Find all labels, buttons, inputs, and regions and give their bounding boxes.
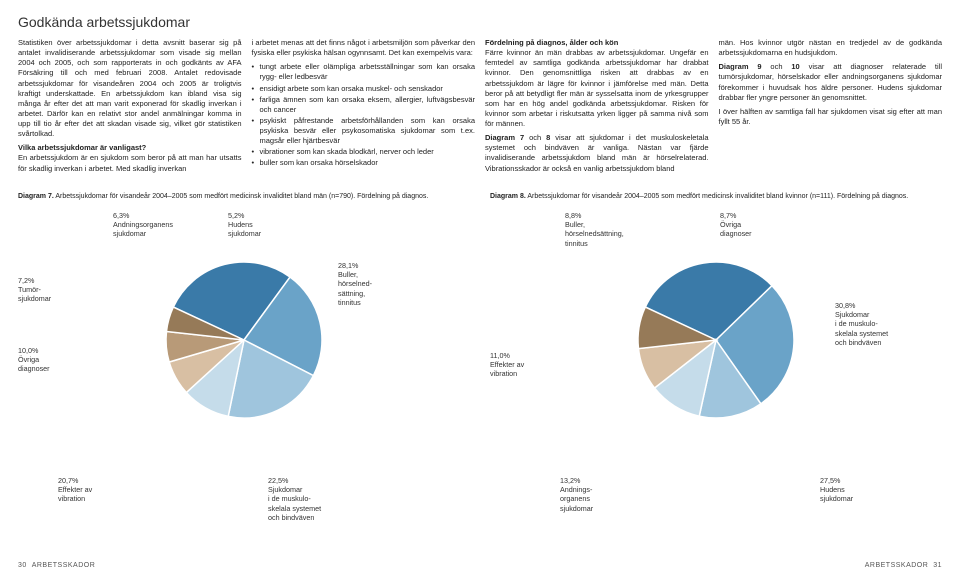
pie-label-text: Sjukdomar i de muskulo- skelala systemet… <box>835 310 915 347</box>
footer: 30 ARBETSSKADOR ARBETSSKADOR 31 <box>18 562 942 569</box>
pie-label-pct: 13,2% <box>560 476 640 485</box>
pie-8-area: 30,8%Sjukdomar i de muskulo- skelala sys… <box>490 211 942 521</box>
pie-label-pct: 28,1% <box>338 261 418 270</box>
pie-label-pct: 8,8% <box>565 211 645 220</box>
pie-label-text: Buller, hörselned- sättning, tinnitus <box>338 270 418 307</box>
diagram-7-caption-strong: Diagram 7. <box>18 193 54 200</box>
pie-label-pct: 10,0% <box>18 346 98 355</box>
pie-label-text: Hudens sjukdomar <box>820 485 900 504</box>
pie-label: 5,2%Hudens sjukdomar <box>228 211 308 239</box>
diagrams-row: Diagram 7. Arbetssjukdomar för visandeår… <box>18 192 942 521</box>
diagram-8-caption-strong: Diagram 8. <box>490 193 526 200</box>
pie-label-text: Tumör- sjukdomar <box>18 285 98 304</box>
pie-label: 28,1%Buller, hörselned- sättning, tinnit… <box>338 261 418 308</box>
footer-left: 30 ARBETSSKADOR <box>18 562 95 569</box>
pie-7-area: 28,1%Buller, hörselned- sättning, tinnit… <box>18 211 470 521</box>
body-col-4: män. Hos kvinnor utgör nästan en tredjed… <box>719 38 943 178</box>
footer-right: ARBETSSKADOR 31 <box>865 562 942 569</box>
body-col-3: Fördelning på diagnos, ålder och könFärr… <box>485 38 709 178</box>
diagram-8-caption: Diagram 8. Arbetssjukdomar för visandeår… <box>490 192 942 201</box>
diagram-7-caption-rest: Arbetssjukdomar för visandeår 2004–2005 … <box>54 193 429 200</box>
pie-label: 20,7%Effekter av vibration <box>58 476 138 504</box>
pie-chart <box>154 250 334 430</box>
pie-label-pct: 20,7% <box>58 476 138 485</box>
pie-chart <box>626 250 806 430</box>
pie-label: 30,8%Sjukdomar i de muskulo- skelala sys… <box>835 301 915 348</box>
pie-label: 27,5%Hudens sjukdomar <box>820 476 900 504</box>
pie-label-pct: 8,7% <box>720 211 800 220</box>
pie-label-pct: 6,3% <box>113 211 193 220</box>
pie-label-text: Övriga diagnoser <box>720 220 800 239</box>
body-columns: Statistiken över arbetssjukdomar i detta… <box>18 38 942 178</box>
pie-label-text: Sjukdomar i de muskulo- skelala systemet… <box>268 485 348 522</box>
pie-label-pct: 5,2% <box>228 211 308 220</box>
diagram-8: Diagram 8. Arbetssjukdomar för visandeår… <box>490 192 942 521</box>
pie-label: 10,0%Övriga diagnoser <box>18 346 98 374</box>
pie-label-text: Andnings- organens sjukdomar <box>560 485 640 513</box>
page-title: Godkända arbetssjukdomar <box>18 14 942 30</box>
pie-label: 11,0%Effekter av vibration <box>490 351 570 379</box>
pie-label-text: Övriga diagnoser <box>18 355 98 374</box>
pie-label-pct: 7,2% <box>18 276 98 285</box>
body-col-1: Statistiken över arbetssjukdomar i detta… <box>18 38 242 178</box>
pie-label: 6,3%Andningsorganens sjukdomar <box>113 211 193 239</box>
pie-label-text: Buller, hörselnedsättning, tinnitus <box>565 220 645 248</box>
pie-label: 7,2%Tumör- sjukdomar <box>18 276 98 304</box>
pie-label-text: Hudens sjukdomar <box>228 220 308 239</box>
pie-label-pct: 30,8% <box>835 301 915 310</box>
pie-label-text: Effekter av vibration <box>490 360 570 379</box>
pie-label-text: Effekter av vibration <box>58 485 138 504</box>
pie-label-pct: 27,5% <box>820 476 900 485</box>
pie-label-pct: 11,0% <box>490 351 570 360</box>
pie-label-text: Andningsorganens sjukdomar <box>113 220 193 239</box>
pie-label-pct: 22,5% <box>268 476 348 485</box>
pie-label: 8,8%Buller, hörselnedsättning, tinnitus <box>565 211 645 248</box>
pie-label: 8,7%Övriga diagnoser <box>720 211 800 239</box>
pie-label: 13,2%Andnings- organens sjukdomar <box>560 476 640 513</box>
pie-label: 22,5%Sjukdomar i de muskulo- skelala sys… <box>268 476 348 523</box>
body-col-2: i arbetet menas att det finns något i ar… <box>252 38 476 178</box>
diagram-8-caption-rest: Arbetssjukdomar för visandeår 2004–2005 … <box>526 193 908 200</box>
diagram-7-caption: Diagram 7. Arbetssjukdomar för visandeår… <box>18 192 470 201</box>
diagram-7: Diagram 7. Arbetssjukdomar för visandeår… <box>18 192 470 521</box>
